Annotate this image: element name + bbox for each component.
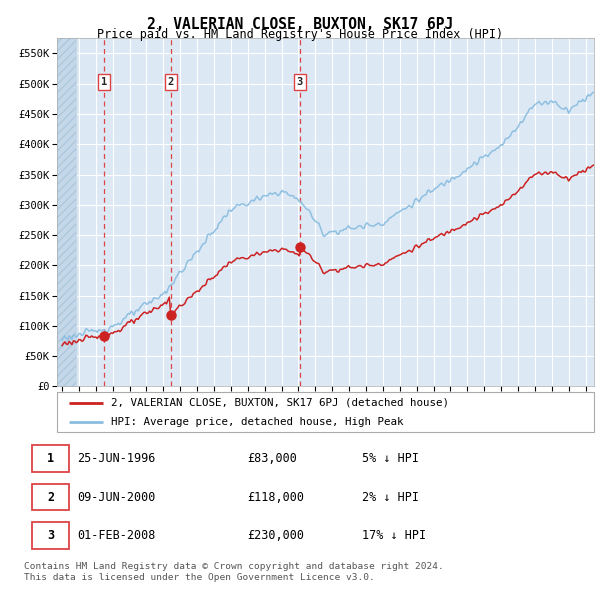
Text: £118,000: £118,000 [247, 490, 304, 504]
FancyBboxPatch shape [32, 523, 69, 549]
Text: 2% ↓ HPI: 2% ↓ HPI [362, 490, 419, 504]
Text: 25-JUN-1996: 25-JUN-1996 [77, 452, 156, 465]
Polygon shape [57, 38, 76, 386]
Text: This data is licensed under the Open Government Licence v3.0.: This data is licensed under the Open Gov… [24, 573, 375, 582]
Text: 3: 3 [47, 529, 55, 542]
Text: HPI: Average price, detached house, High Peak: HPI: Average price, detached house, High… [111, 417, 403, 427]
Text: 2: 2 [47, 490, 55, 504]
Text: £230,000: £230,000 [247, 529, 304, 542]
Text: 1: 1 [101, 77, 107, 87]
Text: Contains HM Land Registry data © Crown copyright and database right 2024.: Contains HM Land Registry data © Crown c… [24, 562, 444, 571]
Text: 01-FEB-2008: 01-FEB-2008 [77, 529, 156, 542]
Text: 2, VALERIAN CLOSE, BUXTON, SK17 6PJ (detached house): 2, VALERIAN CLOSE, BUXTON, SK17 6PJ (det… [111, 398, 449, 408]
Text: 3: 3 [297, 77, 303, 87]
Text: 1: 1 [47, 452, 55, 465]
Text: Price paid vs. HM Land Registry's House Price Index (HPI): Price paid vs. HM Land Registry's House … [97, 28, 503, 41]
FancyBboxPatch shape [57, 392, 594, 432]
FancyBboxPatch shape [32, 484, 69, 510]
Text: 2: 2 [167, 77, 174, 87]
Text: 09-JUN-2000: 09-JUN-2000 [77, 490, 156, 504]
Text: 5% ↓ HPI: 5% ↓ HPI [362, 452, 419, 465]
FancyBboxPatch shape [32, 445, 69, 471]
Text: £83,000: £83,000 [247, 452, 296, 465]
Text: 2, VALERIAN CLOSE, BUXTON, SK17 6PJ: 2, VALERIAN CLOSE, BUXTON, SK17 6PJ [147, 17, 453, 31]
Text: 17% ↓ HPI: 17% ↓ HPI [362, 529, 427, 542]
